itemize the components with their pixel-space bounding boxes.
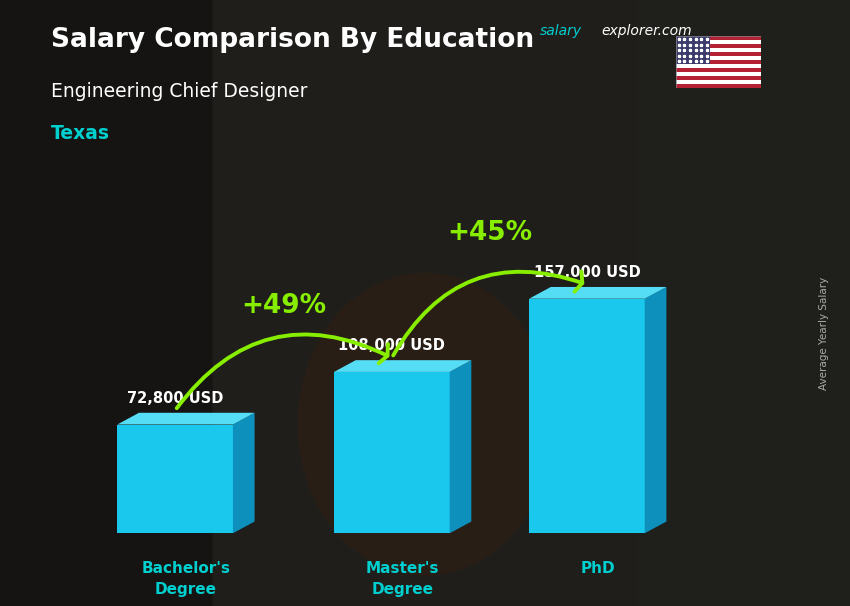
Bar <box>676 36 710 64</box>
Bar <box>676 76 761 80</box>
Bar <box>676 60 761 64</box>
Bar <box>676 41 761 44</box>
Text: Average Yearly Salary: Average Yearly Salary <box>819 277 829 390</box>
Text: salary: salary <box>540 24 582 38</box>
Text: 108,000 USD: 108,000 USD <box>338 338 445 353</box>
Polygon shape <box>117 413 254 425</box>
Text: +45%: +45% <box>447 220 532 246</box>
Polygon shape <box>644 287 666 533</box>
Text: Texas: Texas <box>51 124 110 143</box>
Text: Bachelor's
Degree: Bachelor's Degree <box>141 561 230 598</box>
Text: Salary Comparison By Education: Salary Comparison By Education <box>51 27 534 53</box>
Text: Engineering Chief Designer: Engineering Chief Designer <box>51 82 308 101</box>
Bar <box>676 52 761 56</box>
Text: 72,800 USD: 72,800 USD <box>127 391 224 406</box>
Bar <box>676 80 761 84</box>
Polygon shape <box>233 413 254 533</box>
Text: +49%: +49% <box>241 293 326 319</box>
Polygon shape <box>529 287 666 299</box>
FancyBboxPatch shape <box>0 0 638 606</box>
Polygon shape <box>450 360 471 533</box>
Polygon shape <box>334 360 471 372</box>
Text: Master's
Degree: Master's Degree <box>366 561 439 598</box>
Bar <box>676 72 761 76</box>
Bar <box>676 68 761 72</box>
Bar <box>117 425 233 533</box>
Text: explorer.com: explorer.com <box>601 24 692 38</box>
FancyBboxPatch shape <box>212 0 850 606</box>
Bar <box>676 56 761 60</box>
Text: 157,000 USD: 157,000 USD <box>534 265 640 280</box>
Text: PhD: PhD <box>581 561 615 576</box>
Bar <box>334 372 450 533</box>
Bar <box>676 64 761 68</box>
Bar <box>676 44 761 48</box>
Bar <box>676 48 761 52</box>
Bar <box>676 84 761 88</box>
Ellipse shape <box>298 273 552 576</box>
Bar <box>676 36 761 41</box>
Bar <box>529 299 644 533</box>
